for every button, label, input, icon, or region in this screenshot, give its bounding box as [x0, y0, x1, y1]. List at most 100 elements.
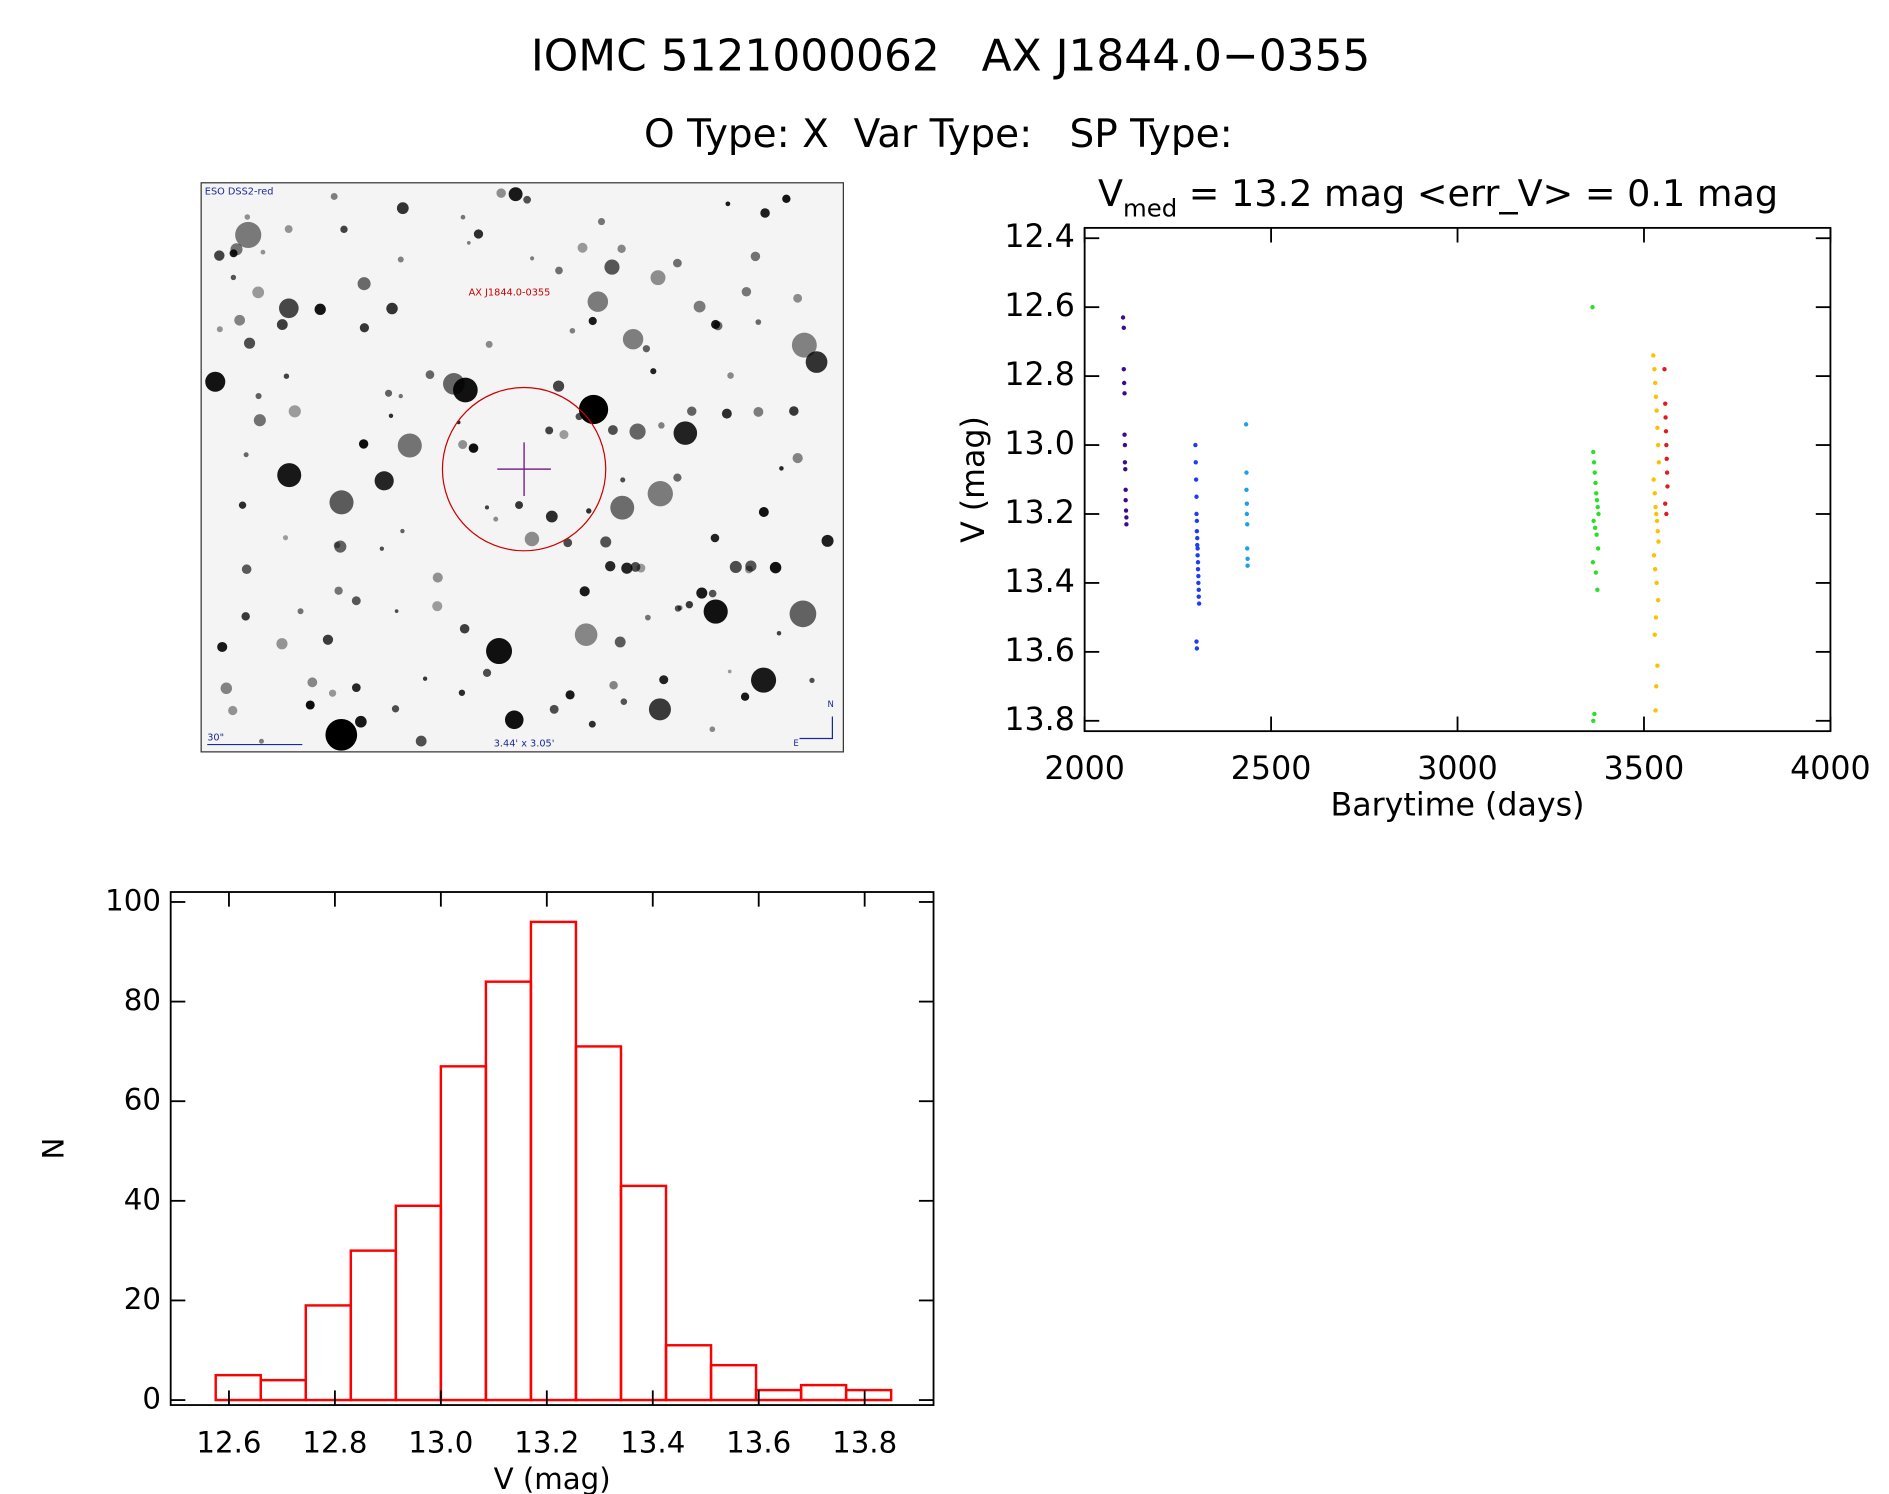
data-point: [1590, 560, 1596, 565]
star: [216, 326, 223, 333]
star: [753, 406, 764, 417]
star: [614, 636, 626, 648]
data-point: [1652, 491, 1657, 496]
data-point: [1245, 546, 1250, 551]
data-point: [1594, 532, 1599, 537]
star: [610, 495, 635, 520]
star: [279, 298, 299, 319]
star: [322, 634, 334, 645]
star: [468, 443, 479, 453]
star: [708, 589, 717, 598]
x-axis-label: V (mag): [494, 1462, 611, 1494]
data-point: [1592, 711, 1597, 717]
star: [677, 605, 683, 611]
star: [622, 328, 644, 350]
x-tick-label: 13.4: [620, 1426, 685, 1460]
star: [565, 690, 575, 700]
star: [789, 600, 817, 628]
star: [253, 414, 266, 427]
star: [729, 560, 742, 573]
data-point: [1244, 487, 1249, 493]
star: [496, 188, 506, 198]
star: [552, 380, 565, 392]
data-point: [1245, 522, 1250, 527]
star: [214, 250, 225, 261]
star: [458, 439, 468, 450]
star: [325, 718, 358, 751]
star: [607, 425, 618, 435]
data-point: [1194, 639, 1199, 644]
star: [673, 473, 682, 482]
star: [282, 535, 289, 541]
data-point: [1655, 425, 1660, 431]
star: [642, 345, 651, 353]
star: [604, 259, 620, 275]
data-point: [1244, 511, 1250, 517]
star: [241, 564, 252, 575]
x-tick-label: 12.6: [196, 1426, 261, 1460]
star: [425, 370, 435, 379]
data-point: [1194, 511, 1199, 517]
star: [305, 700, 315, 710]
data-point: [1122, 432, 1127, 437]
compass: [799, 716, 833, 740]
star: [755, 319, 762, 325]
data-point: [1655, 529, 1660, 534]
star: [600, 536, 612, 548]
star: [217, 641, 228, 653]
y-tick-label: 12.4: [1004, 219, 1075, 255]
star: [579, 586, 590, 597]
data-point: [1123, 508, 1129, 513]
star: [422, 676, 428, 681]
data-point: [1193, 477, 1199, 482]
star: [234, 314, 245, 326]
star: [397, 256, 404, 263]
star: [630, 561, 641, 572]
star: [459, 623, 470, 634]
sky-image: ESO DSS2-red AX J1844.0-0355 30" 3.44' x…: [200, 182, 844, 753]
star: [473, 229, 484, 239]
data-point: [1652, 380, 1658, 386]
star: [258, 738, 264, 744]
star: [486, 638, 513, 665]
star: [674, 605, 682, 612]
y-tick-label: 13.0: [1004, 426, 1075, 462]
data-point: [1120, 315, 1126, 320]
page-subtitle: O Type: X Var Type: SP Type:: [644, 112, 1233, 157]
data-point: [1652, 566, 1658, 572]
data-point: [1592, 525, 1598, 530]
data-point: [1663, 429, 1669, 434]
data-point: [1244, 470, 1249, 475]
star: [776, 631, 782, 636]
x-axis-label: Barytime (days): [1331, 788, 1585, 824]
star: [284, 225, 293, 234]
data-point: [1595, 504, 1600, 510]
data-point: [1195, 546, 1200, 551]
histogram-bar: [754, 1388, 803, 1402]
data-point: [1196, 573, 1201, 579]
data-point: [1663, 401, 1668, 406]
star: [658, 422, 665, 429]
star: [779, 466, 784, 471]
star: [588, 720, 596, 728]
data-point: [1591, 449, 1596, 455]
x-tick-label: 4000: [1790, 751, 1871, 787]
star: [355, 715, 367, 728]
star: [687, 406, 697, 416]
data-point: [1124, 515, 1129, 520]
y-tick-label: 12.6: [1004, 288, 1075, 324]
data-point: [1244, 501, 1250, 506]
x-tick-label: 12.8: [302, 1426, 367, 1460]
data-point: [1592, 470, 1597, 475]
star: [555, 266, 563, 275]
y-tick-label: 13.2: [1004, 495, 1075, 531]
star: [609, 680, 618, 690]
data-point: [1656, 539, 1661, 544]
data-point: [1596, 511, 1601, 517]
histogram-bar: [259, 1378, 307, 1402]
data-point: [1594, 498, 1600, 503]
data-point: [1664, 470, 1670, 475]
histogram-bar: [349, 1249, 398, 1402]
data-point: [1196, 587, 1201, 593]
star: [252, 286, 265, 299]
